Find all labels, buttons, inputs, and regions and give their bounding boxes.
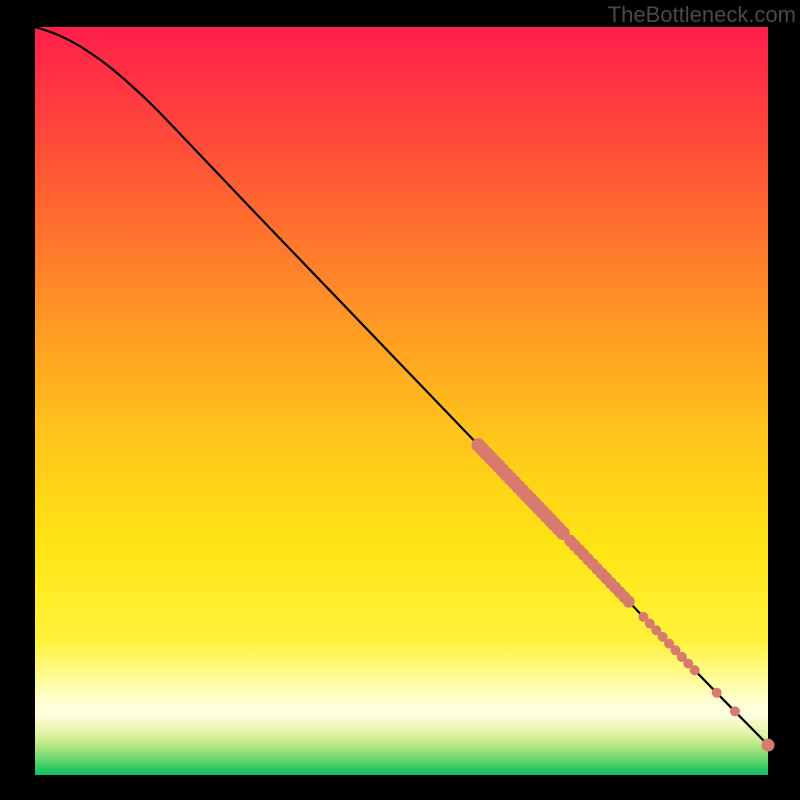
curve-marker [762, 739, 775, 752]
gradient-background [35, 27, 768, 775]
chart-stage: TheBottleneck.com [0, 0, 800, 800]
curve-marker [623, 596, 635, 608]
curve-marker [712, 688, 722, 698]
curve-marker [730, 706, 740, 716]
curve-marker [690, 665, 700, 675]
chart-svg [0, 0, 800, 800]
